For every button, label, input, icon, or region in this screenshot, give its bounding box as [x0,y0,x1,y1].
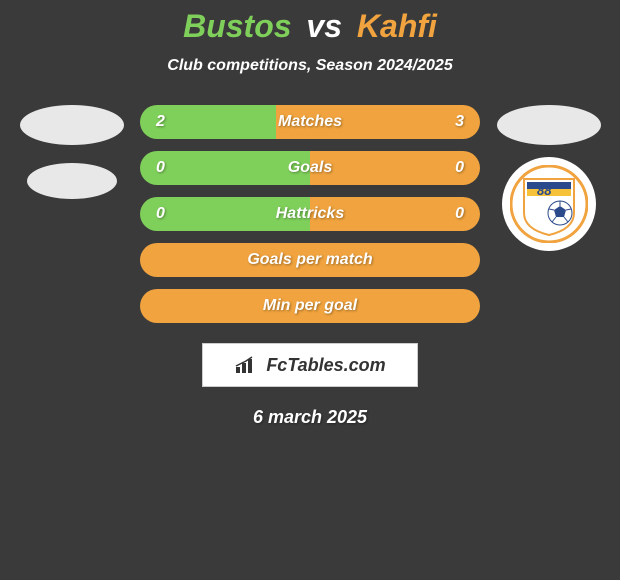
player2-name: Kahfi [357,8,437,44]
brand-badge: FcTables.com [202,343,418,387]
left-column [19,105,124,199]
brand-text: FcTables.com [266,355,385,376]
club-badge-icon: 88 [510,165,588,243]
main-row: 23Matches00Goals00HattricksGoals per mat… [0,105,620,323]
stat-value-right: 3 [455,113,464,131]
stat-seg-right: 3 [276,105,480,139]
footer: FcTables.com 6 march 2025 [0,343,620,428]
stat-bar-single: Min per goal [140,289,480,323]
stat-seg-right: 0 [310,151,480,185]
stat-seg-left: 0 [140,151,310,185]
chart-icon [234,355,258,375]
player1-avatar [20,105,124,145]
stat-seg-right: 0 [310,197,480,231]
stat-bar: 23Matches [140,105,480,139]
stats-column: 23Matches00Goals00HattricksGoals per mat… [140,105,480,323]
right-column: 88 [496,105,601,251]
subtitle: Club competitions, Season 2024/2025 [0,57,620,75]
stat-value-right: 0 [455,159,464,177]
stat-bar-single: Goals per match [140,243,480,277]
stat-value-right: 0 [455,205,464,223]
player1-club-logo [27,163,117,199]
page-title: Bustos vs Kahfi [0,8,620,45]
stat-seg-left: 0 [140,197,310,231]
player2-avatar [497,105,601,145]
vs-label: vs [306,8,342,44]
player2-club-logo: 88 [502,157,596,251]
comparison-card: Bustos vs Kahfi Club competitions, Seaso… [0,0,620,580]
stat-bar: 00Goals [140,151,480,185]
svg-text:88: 88 [537,183,552,198]
date-label: 6 march 2025 [253,407,367,428]
stat-value-left: 2 [156,113,165,131]
stat-value-left: 0 [156,205,165,223]
stat-bar: 00Hattricks [140,197,480,231]
player1-name: Bustos [183,8,291,44]
stat-value-left: 0 [156,159,165,177]
stat-seg-left: 2 [140,105,276,139]
